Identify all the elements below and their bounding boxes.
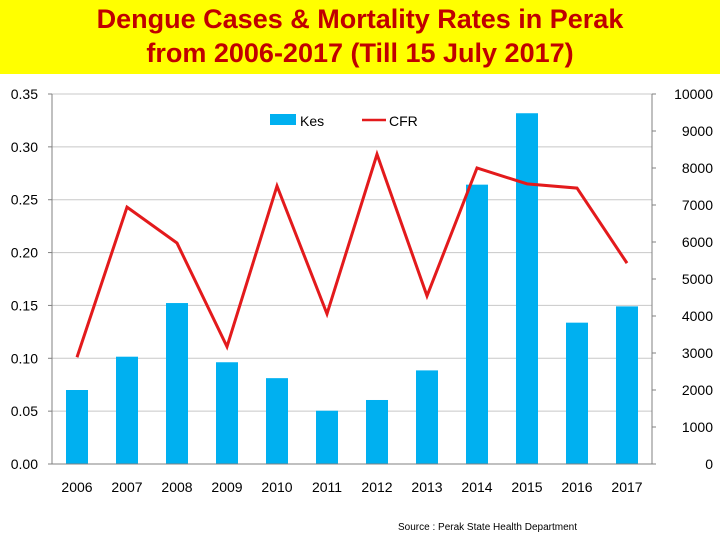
legend-kes-swatch bbox=[270, 114, 296, 125]
legend-cfr-label: CFR bbox=[389, 113, 418, 129]
bar-kes-2013 bbox=[416, 370, 438, 464]
right-tick-label: 6000 bbox=[682, 234, 713, 250]
chart-title-line-1: Dengue Cases & Mortality Rates in Perak bbox=[96, 4, 624, 34]
x-tick-label: 2011 bbox=[312, 479, 342, 495]
x-tick-label: 2012 bbox=[361, 479, 392, 495]
left-tick-label: 0.25 bbox=[11, 192, 38, 208]
cfr-line bbox=[75, 149, 629, 358]
bar-kes-2006 bbox=[66, 390, 88, 464]
right-tick-label: 0 bbox=[705, 456, 713, 472]
gridlines bbox=[52, 93, 652, 412]
bar-kes-2009 bbox=[216, 362, 238, 464]
x-tick-label: 2013 bbox=[411, 479, 442, 495]
title-banner: Dengue Cases & Mortality Rates in Perak … bbox=[0, 0, 720, 74]
bar-kes-2011 bbox=[316, 410, 338, 464]
x-tick-label: 2008 bbox=[161, 479, 192, 495]
bar-series-kes bbox=[66, 113, 638, 465]
legend-kes-label: Kes bbox=[300, 113, 324, 129]
x-tick-label: 2014 bbox=[461, 479, 492, 495]
right-tick-label: 7000 bbox=[682, 197, 713, 213]
chart-title-line-2: from 2006-2017 (Till 15 July 2017) bbox=[146, 38, 574, 68]
x-tick-label: 2010 bbox=[261, 479, 292, 495]
axes bbox=[51, 94, 653, 465]
x-tick-label: 2006 bbox=[61, 479, 92, 495]
x-tick-label: 2017 bbox=[611, 479, 642, 495]
x-axis-ticks: 2006 2007 2008 2009 2010 2011 2012 2013 2014 2015… bbox=[61, 479, 642, 495]
left-tick-label: 0.10 bbox=[11, 350, 38, 366]
right-tick-label: 2000 bbox=[682, 382, 713, 398]
bar-kes-2015 bbox=[516, 113, 538, 465]
left-tick-label: 0.15 bbox=[11, 297, 38, 313]
bar-kes-2017 bbox=[616, 306, 638, 464]
right-tick-label: 1000 bbox=[682, 419, 713, 435]
left-tick-label: 0.35 bbox=[11, 86, 38, 102]
right-tick-label: 4000 bbox=[682, 308, 713, 324]
right-axis-ticks: 0 1000 2000 3000 4000 5000 6000 7000 8000 9000 100… bbox=[652, 86, 713, 472]
x-tick-label: 2009 bbox=[211, 479, 242, 495]
right-tick-label: 10000 bbox=[674, 86, 713, 102]
x-tick-label: 2016 bbox=[561, 479, 592, 495]
right-tick-label: 9000 bbox=[682, 123, 713, 139]
x-tick-label: 2015 bbox=[511, 479, 542, 495]
bar-kes-2010 bbox=[266, 378, 288, 464]
bar-kes-2007 bbox=[116, 356, 138, 464]
left-tick-label: 0.30 bbox=[11, 139, 38, 155]
right-tick-label: 3000 bbox=[682, 345, 713, 361]
right-tick-label: 8000 bbox=[682, 160, 713, 176]
right-tick-label: 5000 bbox=[682, 271, 713, 287]
left-tick-label: 0.05 bbox=[11, 403, 38, 419]
legend: Kes CFR bbox=[270, 113, 418, 129]
line-series-cfr bbox=[75, 149, 629, 358]
left-axis-ticks: 0.00 0.05 0.10 0.15 0.20 0.25 0.30 0.35 bbox=[11, 86, 52, 472]
left-tick-label: 0.20 bbox=[11, 245, 38, 261]
x-tick-label: 2007 bbox=[111, 479, 142, 495]
source-note: Source : Perak State Health Department bbox=[398, 522, 577, 533]
bar-kes-2016 bbox=[566, 322, 588, 464]
bar-kes-2012 bbox=[366, 399, 388, 464]
bar-kes-2014 bbox=[466, 184, 488, 464]
left-tick-label: 0.00 bbox=[11, 456, 38, 472]
bar-kes-2008 bbox=[166, 303, 188, 464]
